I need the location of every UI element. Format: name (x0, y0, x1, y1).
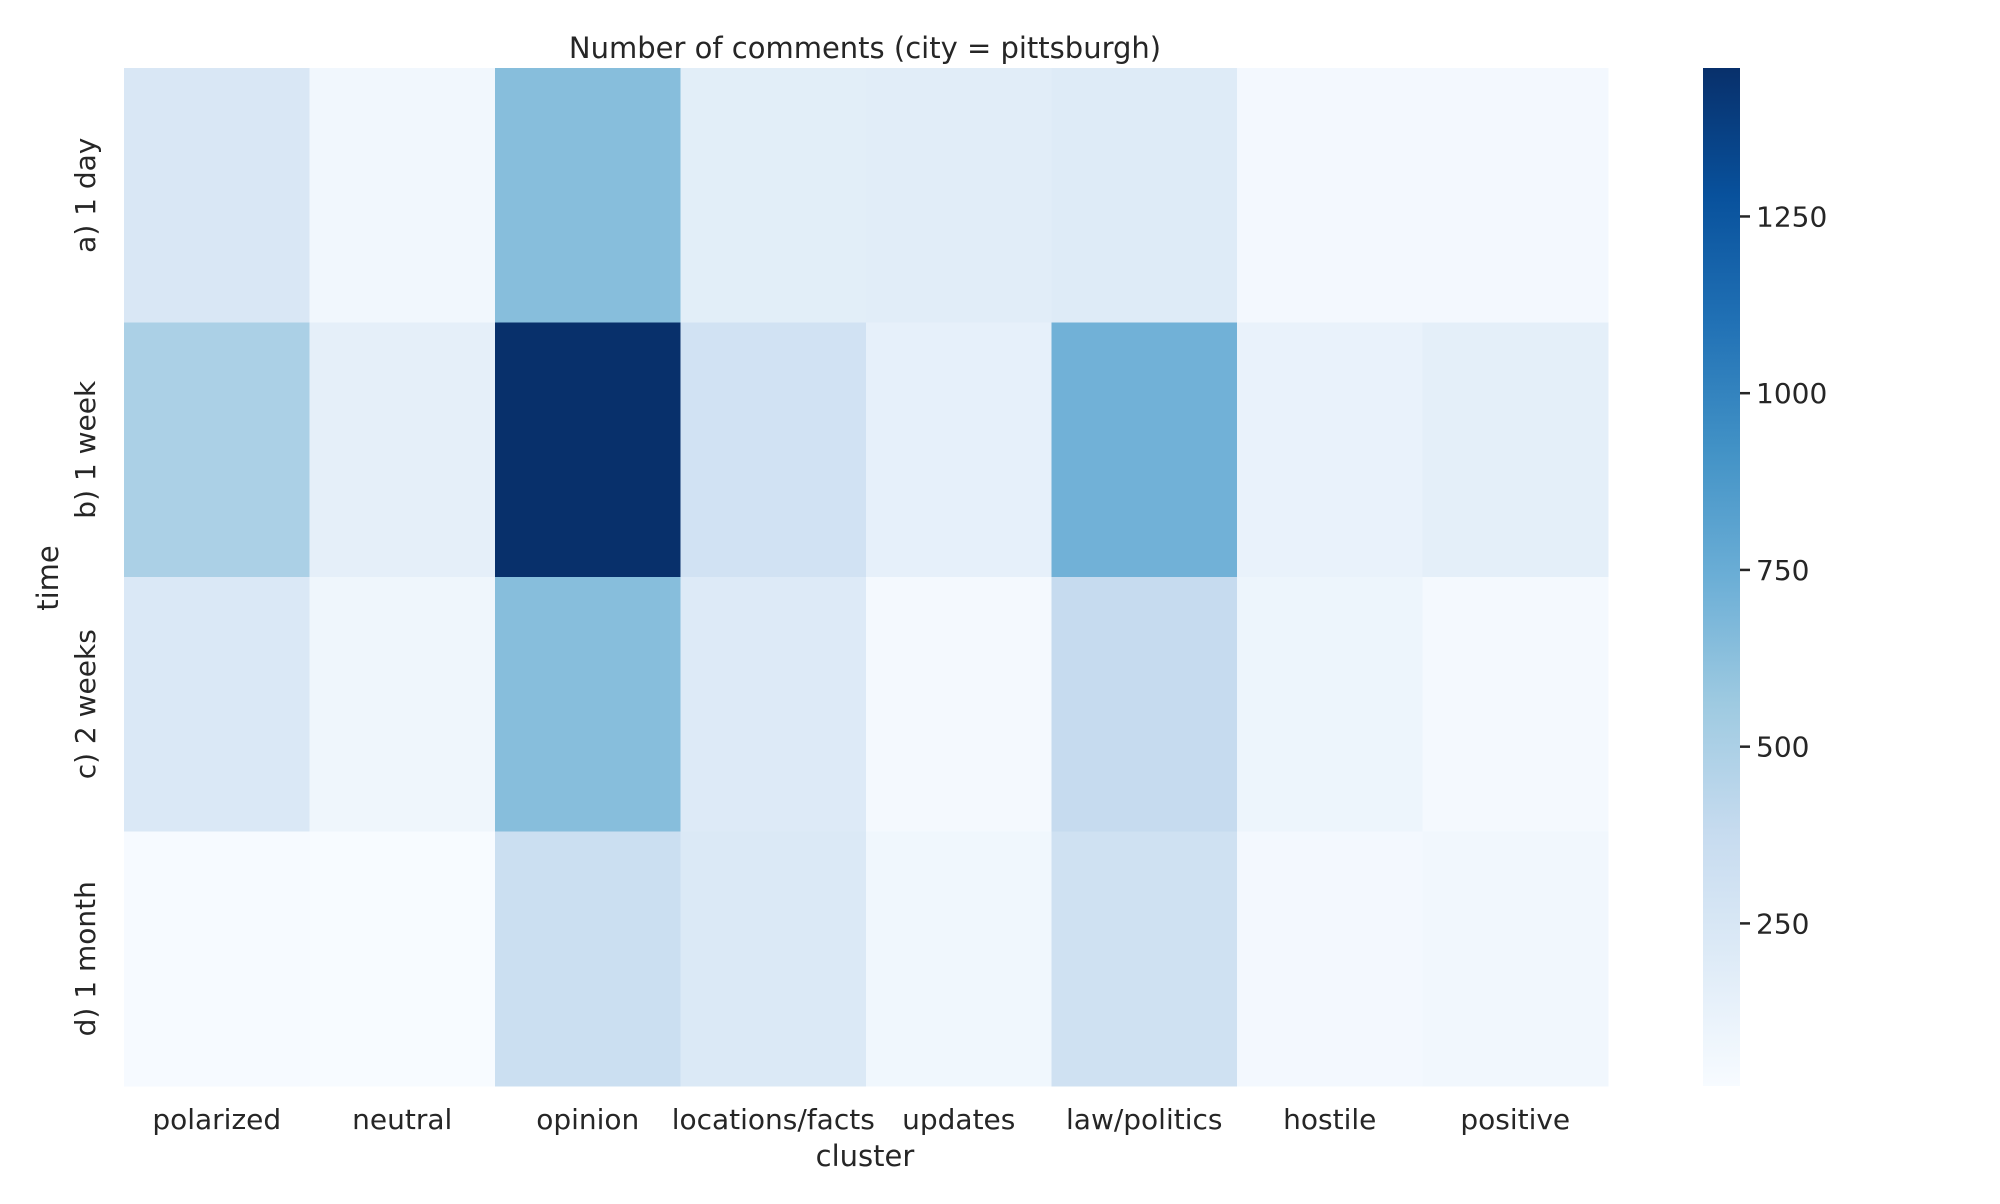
colorbar-tick-label: 500 (1756, 731, 1809, 764)
colorbar-tick-label: 1250 (1756, 200, 1827, 233)
x-tick-label: hostile (1283, 1103, 1376, 1136)
x-tick-label: locations/facts (672, 1103, 875, 1136)
heatmap-cells (124, 68, 1609, 1087)
chart-title: Number of comments (city = pittsburgh) (569, 31, 1161, 65)
x-tick-labels: polarized neutral opinion locations/facts up… (152, 1103, 1570, 1136)
heatmap-cell (866, 68, 1052, 323)
heatmap-cell (309, 577, 496, 832)
heatmap-cell (1051, 831, 1238, 1087)
colorbar-ticks: 250 500 750 1000 1250 (1740, 200, 1827, 940)
heatmap-cell (124, 68, 310, 323)
heatmap-cell (309, 68, 496, 323)
y-tick-label: b) 1 week (69, 380, 102, 519)
heatmap-cell (1422, 577, 1609, 832)
x-tick-label: positive (1460, 1103, 1570, 1136)
heatmap-cell (1237, 577, 1423, 832)
heatmap-cell (680, 577, 867, 832)
heatmap-cell (495, 68, 681, 323)
heatmap-cell (1237, 322, 1423, 578)
heatmap-cell (1422, 831, 1609, 1087)
colorbar (1703, 68, 1740, 1086)
heatmap-cell (309, 322, 496, 578)
heatmap-cell (1237, 831, 1423, 1087)
x-tick-label: neutral (352, 1103, 452, 1136)
y-tick-label: c) 2 weeks (69, 629, 102, 779)
heatmap-cell (1422, 68, 1609, 323)
heatmap-cell (1422, 322, 1609, 578)
heatmap-cell (1051, 322, 1238, 578)
x-tick-label: updates (902, 1103, 1015, 1136)
heatmap-cell (680, 68, 867, 323)
colorbar-tick-label: 750 (1756, 554, 1809, 587)
heatmap-cell (124, 322, 310, 578)
heatmap-cell (495, 831, 681, 1087)
heatmap-cell (680, 831, 867, 1087)
colorbar-tick-label: 250 (1756, 907, 1809, 940)
x-tick-label: polarized (152, 1103, 281, 1136)
x-tick-label: law/politics (1066, 1103, 1222, 1136)
heatmap-cell (1051, 68, 1238, 323)
colorbar-tick-label: 1000 (1756, 377, 1827, 410)
heatmap-cell (866, 322, 1052, 578)
x-axis-label: cluster (816, 1139, 915, 1173)
x-tick-label: opinion (536, 1103, 639, 1136)
heatmap-cell (495, 322, 681, 578)
heatmap-cell (124, 577, 310, 832)
y-axis-label: time (31, 545, 65, 611)
heatmap-cell (309, 831, 496, 1087)
heatmap-cell (1051, 577, 1238, 832)
heatmap-cell (1237, 68, 1423, 323)
heatmap-cell (124, 831, 310, 1087)
y-tick-labels: a) 1 day b) 1 week c) 2 weeks d) 1 month (69, 138, 102, 1037)
heatmap-cell (866, 831, 1052, 1087)
heatmap-cell (866, 577, 1052, 832)
y-tick-label: a) 1 day (69, 138, 102, 253)
y-tick-label: d) 1 month (69, 881, 102, 1036)
heatmap-cell (680, 322, 867, 578)
heatmap-cell (495, 577, 681, 832)
